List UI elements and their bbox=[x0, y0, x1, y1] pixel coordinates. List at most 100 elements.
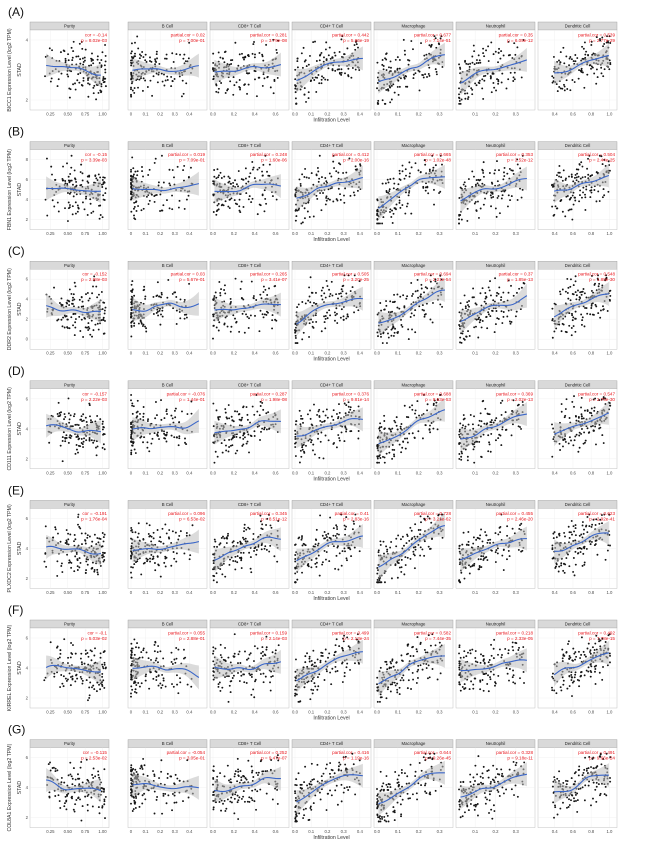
data-point bbox=[294, 219, 297, 222]
data-point bbox=[164, 57, 166, 60]
data-point bbox=[83, 56, 86, 59]
data-point bbox=[567, 442, 570, 445]
data-point bbox=[569, 299, 572, 302]
data-point bbox=[157, 431, 159, 434]
data-point bbox=[461, 452, 463, 455]
data-point bbox=[578, 434, 581, 437]
correlation-label: partial.cor = 0.019 bbox=[168, 152, 205, 157]
data-point bbox=[216, 204, 219, 207]
data-point bbox=[396, 68, 399, 71]
data-point bbox=[602, 442, 605, 444]
data-point bbox=[156, 57, 158, 60]
data-point bbox=[244, 177, 247, 180]
y-tick-label: 2 bbox=[26, 456, 29, 461]
y-axis-label: DDR2 Expression Level (log2 TPM) bbox=[7, 268, 13, 350]
data-point bbox=[63, 418, 65, 421]
data-point bbox=[68, 96, 71, 99]
data-point bbox=[76, 569, 79, 571]
data-point bbox=[574, 173, 577, 176]
x-tick-label: 0.1 bbox=[143, 470, 150, 475]
data-point bbox=[508, 167, 511, 170]
data-point bbox=[520, 427, 522, 430]
data-point bbox=[414, 309, 417, 312]
correlation-label: partial.cor = 0.265 bbox=[250, 272, 287, 277]
data-point bbox=[212, 425, 215, 428]
data-point bbox=[471, 423, 474, 426]
data-point bbox=[416, 400, 419, 403]
correlation-label: partial.cor = 0.505 bbox=[332, 272, 369, 277]
data-point bbox=[586, 73, 589, 76]
data-point bbox=[326, 317, 329, 320]
data-point bbox=[165, 408, 168, 411]
data-point bbox=[410, 166, 413, 169]
data-point bbox=[328, 288, 331, 291]
data-point bbox=[104, 192, 107, 195]
data-point bbox=[489, 315, 492, 318]
data-point bbox=[434, 37, 437, 40]
data-point bbox=[58, 412, 61, 414]
data-point bbox=[308, 295, 311, 298]
data-point bbox=[295, 215, 298, 218]
data-point bbox=[234, 410, 236, 413]
data-point bbox=[500, 81, 503, 84]
data-point bbox=[376, 331, 379, 334]
data-point bbox=[416, 289, 419, 292]
data-point bbox=[390, 66, 392, 69]
data-point bbox=[574, 317, 577, 320]
data-point bbox=[212, 78, 215, 81]
data-point bbox=[582, 417, 585, 420]
y-side-label: STAD bbox=[17, 422, 23, 436]
y-side-label: STAD bbox=[17, 63, 23, 77]
data-point bbox=[66, 73, 69, 76]
data-point bbox=[593, 72, 596, 75]
data-point bbox=[474, 82, 477, 85]
data-point bbox=[509, 199, 512, 202]
data-point bbox=[82, 61, 85, 63]
x-tick-label: 0.2 bbox=[324, 231, 331, 236]
data-point bbox=[259, 309, 262, 312]
data-point bbox=[72, 293, 75, 296]
data-point bbox=[130, 82, 133, 85]
data-point bbox=[384, 182, 387, 185]
data-point bbox=[130, 179, 133, 182]
data-point bbox=[101, 446, 104, 449]
data-point bbox=[68, 421, 71, 424]
data-point bbox=[463, 181, 466, 184]
data-point bbox=[66, 553, 69, 556]
data-point bbox=[580, 413, 583, 416]
data-point bbox=[478, 59, 481, 62]
x-tick-label: 0.8 bbox=[588, 112, 595, 117]
data-point bbox=[578, 298, 581, 301]
data-point bbox=[238, 53, 241, 56]
x-tick-label: 0.75 bbox=[81, 470, 90, 475]
data-point bbox=[599, 39, 602, 42]
data-point bbox=[385, 452, 388, 455]
data-point bbox=[376, 447, 379, 450]
data-point bbox=[101, 422, 104, 425]
data-point bbox=[318, 177, 321, 180]
data-point bbox=[390, 334, 393, 337]
data-point bbox=[606, 40, 609, 43]
data-point bbox=[132, 441, 135, 444]
data-point bbox=[161, 80, 164, 83]
data-point bbox=[239, 288, 242, 290]
data-point bbox=[101, 79, 104, 82]
data-point bbox=[130, 168, 133, 171]
x-tick-label: 0.75 bbox=[81, 231, 90, 236]
data-point bbox=[227, 175, 230, 178]
data-point bbox=[474, 200, 477, 203]
data-point bbox=[80, 442, 83, 444]
data-point bbox=[570, 334, 573, 337]
data-point bbox=[570, 327, 573, 329]
y-tick-label: 2 bbox=[26, 317, 29, 322]
data-point bbox=[67, 59, 70, 62]
data-point bbox=[227, 205, 230, 208]
data-point bbox=[396, 293, 399, 296]
data-point bbox=[391, 209, 393, 212]
data-point bbox=[310, 318, 312, 321]
data-point bbox=[100, 183, 103, 186]
data-point bbox=[590, 191, 593, 194]
data-point bbox=[130, 321, 133, 324]
data-point bbox=[212, 324, 215, 327]
